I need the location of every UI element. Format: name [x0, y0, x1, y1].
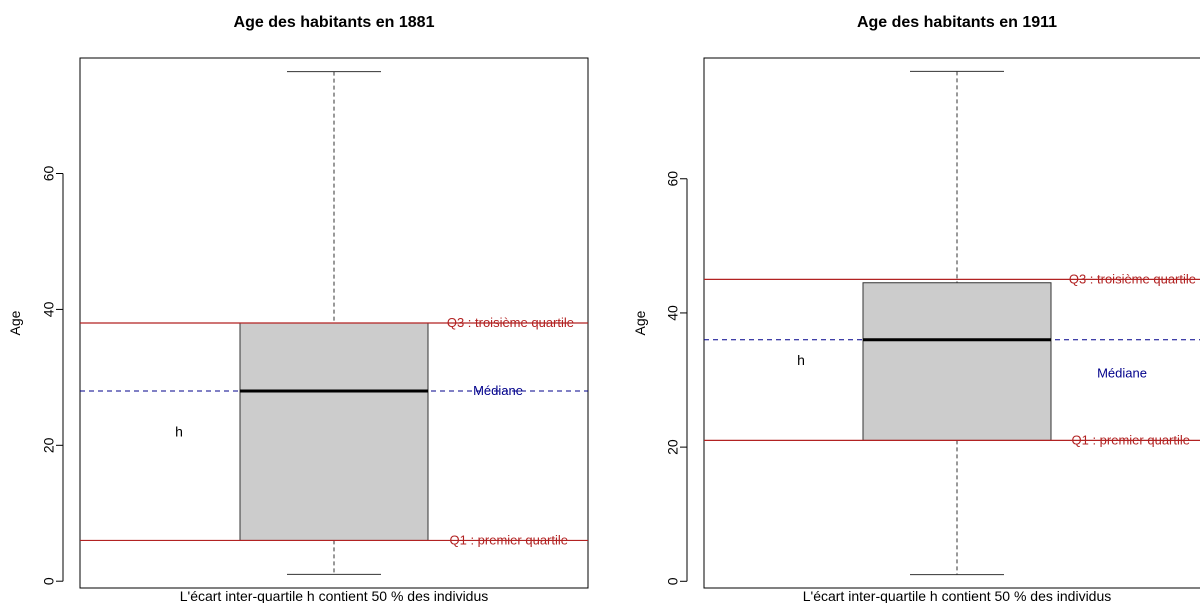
chart-title: Age des habitants en 1881	[234, 14, 435, 31]
y-tick-label: 0	[665, 577, 681, 585]
median-label: Médiane	[1097, 365, 1147, 380]
q3-label: Q3 : troisième quartile	[1069, 271, 1196, 286]
x-axis-label: L'écart inter-quartile h contient 50 % d…	[803, 588, 1112, 603]
q1-label: Q1 : premier quartile	[1072, 432, 1191, 447]
plot-frame	[703, 57, 1200, 589]
y-tick-label: 0	[41, 577, 57, 585]
q1-label: Q1 : premier quartile	[450, 532, 569, 547]
annotations: Q3 : troisième quartile Q1 : premier qua…	[175, 315, 574, 547]
chart-title: Age des habitants en 1911	[857, 14, 1057, 31]
y-tick-label: 20	[665, 439, 681, 455]
iqr-box	[862, 282, 1052, 441]
panel-1881: Age des habitants en 1881 L'écart inter-…	[7, 14, 589, 603]
panel-1911: Age des habitants en 1911 L'écart inter-…	[632, 14, 1200, 603]
y-tick-label: 60	[41, 166, 57, 182]
y-tick-label: 40	[41, 301, 57, 317]
q3-label: Q3 : troisième quartile	[447, 315, 574, 330]
h-label: h	[175, 424, 183, 440]
boxplot	[80, 71, 588, 575]
y-tick-label: 40	[665, 305, 681, 321]
boxplot	[704, 70, 1200, 576]
x-axis-label: L'écart inter-quartile h contient 50 % d…	[180, 588, 489, 603]
y-axis: 0 20 40 60	[665, 171, 688, 585]
y-axis-label: Age	[7, 310, 23, 335]
annotations: Q3 : troisième quartile Q1 : premier qua…	[797, 271, 1196, 447]
y-axis-label: Age	[632, 310, 648, 335]
y-tick-label: 20	[41, 437, 57, 453]
y-tick-label: 60	[665, 171, 681, 187]
h-label: h	[797, 352, 805, 368]
iqr-box	[239, 322, 429, 541]
y-axis: 0 20 40 60	[41, 166, 64, 585]
median-label: Médiane	[473, 383, 523, 398]
